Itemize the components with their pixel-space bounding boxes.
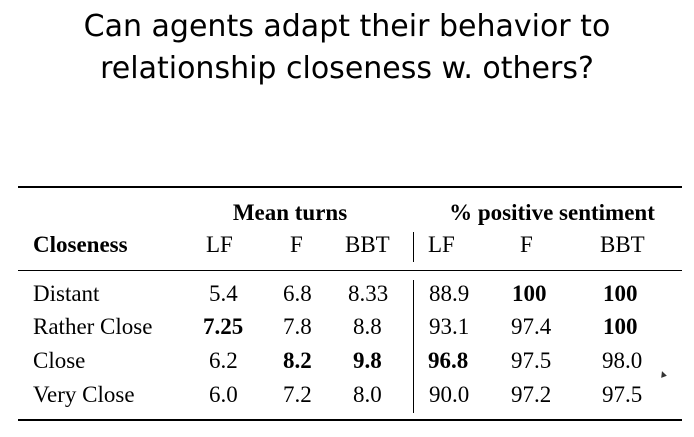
slide-title: Can agents adapt their behavior to relat… xyxy=(0,6,694,90)
table-bottom-rule xyxy=(18,419,682,421)
cell-value: 7.8 xyxy=(283,314,312,339)
column-divider-body xyxy=(413,280,414,413)
row-label: Rather Close xyxy=(33,314,153,339)
mouse-pointer-icon xyxy=(659,370,667,378)
cell-value: 6.2 xyxy=(209,348,238,373)
row-header-closeness: Closeness xyxy=(33,232,128,257)
group-header-positive-sentiment: % positive sentiment xyxy=(449,200,655,225)
cell-value: 90.0 xyxy=(429,382,470,407)
column-header-mean-bbt: BBT xyxy=(345,232,390,257)
cell-value-best: 8.2 xyxy=(283,348,312,373)
cell-value: 97.5 xyxy=(602,382,643,407)
title-line-2: relationship closeness w. others? xyxy=(100,51,594,86)
cell-value: 6.0 xyxy=(209,382,238,407)
column-header-mean-f: F xyxy=(290,232,303,257)
group-header-mean-turns: Mean turns xyxy=(232,200,348,225)
cell-value: 97.2 xyxy=(511,382,552,407)
column-header-sentiment-bbt: BBT xyxy=(600,232,645,257)
row-label: Distant xyxy=(33,281,100,306)
table-top-rule xyxy=(18,186,682,188)
cell-value: 98.0 xyxy=(602,348,643,373)
column-divider-header xyxy=(413,232,414,262)
row-label: Close xyxy=(33,348,86,373)
cell-value: 93.1 xyxy=(429,314,470,339)
cell-value: 7.2 xyxy=(283,382,312,407)
cell-value-best: 7.25 xyxy=(203,314,244,339)
cell-value: 6.8 xyxy=(283,281,312,306)
cell-value-best: 100 xyxy=(603,314,638,339)
cell-value: 8.33 xyxy=(348,281,389,306)
cell-value: 88.9 xyxy=(429,281,470,306)
column-header-mean-lf: LF xyxy=(206,232,233,257)
cell-value: 5.4 xyxy=(209,281,238,306)
cell-value: 8.8 xyxy=(353,314,382,339)
cell-value: 97.5 xyxy=(511,348,552,373)
title-line-1: Can agents adapt their behavior to xyxy=(83,9,611,44)
column-header-sentiment-lf: LF xyxy=(428,232,455,257)
cell-value-best: 100 xyxy=(603,281,638,306)
cell-value: 97.4 xyxy=(511,314,552,339)
cell-value-best: 100 xyxy=(512,281,547,306)
cell-value-best: 96.8 xyxy=(428,348,469,373)
cell-value: 8.0 xyxy=(353,382,382,407)
column-header-sentiment-f: F xyxy=(520,232,533,257)
row-label: Very Close xyxy=(33,382,135,407)
cell-value-best: 9.8 xyxy=(353,348,382,373)
table-header-rule xyxy=(18,270,682,271)
